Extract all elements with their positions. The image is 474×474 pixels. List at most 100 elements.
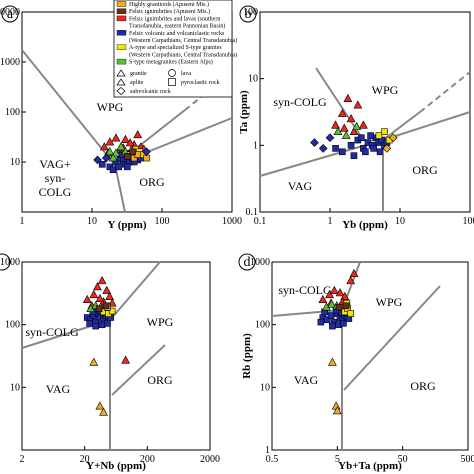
data-point — [101, 153, 111, 163]
data-point — [95, 401, 105, 410]
legend-symbol-label: pyroclastic rock — [181, 80, 219, 86]
field-label-wpg: WPG — [372, 83, 399, 97]
data-point — [102, 285, 112, 294]
data-point — [347, 142, 355, 149]
data-point — [133, 129, 143, 139]
data-point — [108, 153, 118, 162]
data-point — [105, 146, 115, 156]
plot-frame — [271, 261, 469, 451]
data-point — [318, 144, 328, 153]
x-tick-label: 100 — [155, 216, 170, 227]
panel-letter-circle — [0, 253, 11, 271]
legend-symbol: subvolcanic rock — [116, 87, 171, 95]
field-label-vag: VAG+ — [39, 157, 70, 171]
x-axis-label: Yb+Ta (ppm) — [338, 460, 402, 472]
panel-letter-circle — [238, 253, 256, 271]
panel-letter-circle — [239, 5, 257, 23]
data-point — [350, 152, 358, 159]
data-point — [327, 299, 337, 308]
x-tick-label: 5 — [335, 454, 340, 465]
data-point — [310, 138, 319, 147]
panel-letter: b — [245, 7, 252, 22]
field-label-syn-colg: syn-COLG — [278, 283, 332, 297]
y-tick-label: 10 — [248, 74, 258, 85]
legend: Highly granitoids (Apuseni Mts.)Felsic i… — [113, 0, 237, 98]
legend-symbol: granite — [116, 69, 147, 77]
panel-d: d 0.5 5 50 500 1 10 100 1000 syn-COLG WPG VAG O… — [238, 253, 474, 472]
data-point — [327, 312, 335, 319]
data-point — [341, 130, 351, 139]
x-tick-label: 2000 — [200, 454, 220, 465]
y-tick-label: 100 — [5, 320, 20, 331]
triangle-icon — [116, 69, 126, 77]
data-point — [98, 160, 106, 168]
legend-symbol: pyroclastic rock — [168, 78, 219, 86]
legend-swatch — [116, 44, 127, 50]
data-point — [89, 289, 99, 299]
data-point — [346, 276, 356, 285]
x-tick-label: 10 — [395, 216, 405, 227]
y-tick-label: 100 — [243, 7, 258, 18]
data-point — [104, 320, 111, 327]
x-axis-label: Yb (ppm) — [342, 219, 388, 231]
legend-symbol: aplite — [116, 78, 144, 86]
x-tick-label: 10 — [87, 216, 97, 227]
data-point — [332, 145, 339, 152]
legend-entry-label: A-type and specialized S-type granites — [129, 45, 222, 51]
legend-entry-label: Felsic ignimbrites (Apuseni Mts.) — [129, 8, 210, 15]
circle-icon — [168, 69, 176, 77]
legend-symbol-label: lava — [181, 71, 191, 77]
data-point — [329, 285, 339, 294]
boundary-line — [343, 285, 441, 391]
data-point — [335, 288, 345, 297]
legend-symbol-label: subvolcanic rock — [130, 89, 171, 95]
data-point — [370, 145, 377, 152]
boundary-line — [382, 111, 471, 141]
x-tick-label: 200 — [140, 454, 155, 465]
data-point — [86, 320, 93, 327]
data-point — [111, 133, 121, 142]
data-point — [93, 282, 102, 291]
diamond-icon — [116, 87, 126, 95]
x-tick-label: 2 — [20, 454, 25, 465]
x-axis-label: Y+Nb (ppm) — [86, 460, 146, 472]
boundary-line — [382, 111, 421, 141]
data-point — [325, 289, 334, 299]
field-label-wpg: WPG — [97, 100, 124, 114]
y-tick-label: 1000 — [0, 257, 20, 268]
legend-entry-label: Felsic volcanic and volcaniclastic rocks — [129, 31, 225, 37]
field-label-org: ORG — [147, 373, 173, 387]
triangle-icon — [116, 78, 126, 86]
field-label-wpg: WPG — [376, 295, 403, 309]
x-axis-label: Y (ppm) — [107, 219, 146, 231]
field-label-syn: syn- — [45, 171, 66, 185]
data-point — [340, 320, 347, 327]
legend-entry-label: (Western Carpathians, Central Transdanub… — [129, 51, 237, 58]
field-label-org: ORG — [410, 379, 436, 393]
data-point — [329, 322, 336, 330]
data-point — [337, 108, 347, 117]
legend-swatch — [116, 15, 127, 22]
legend-symbol-label: aplite — [130, 80, 144, 86]
x-tick-label: 1000 — [222, 216, 242, 227]
data-point — [331, 120, 340, 129]
field-label-wpg: WPG — [147, 315, 174, 329]
field-label-org: ORG — [412, 163, 438, 177]
boundary-line-dashed — [419, 71, 471, 113]
boundary-line — [21, 49, 116, 166]
data-point — [388, 133, 398, 143]
data-point — [99, 142, 109, 151]
y-axis-label: Rb (ppm) — [241, 333, 253, 379]
data-point — [95, 293, 105, 302]
panel-letter: d — [244, 255, 251, 270]
y-tick-label: 100 — [255, 320, 270, 331]
data-point — [111, 148, 121, 157]
square-icon — [168, 78, 176, 86]
boundary-line — [271, 309, 343, 317]
data-point — [97, 276, 107, 285]
data-point — [349, 268, 359, 278]
data-point — [125, 138, 135, 147]
data-point — [382, 144, 392, 153]
